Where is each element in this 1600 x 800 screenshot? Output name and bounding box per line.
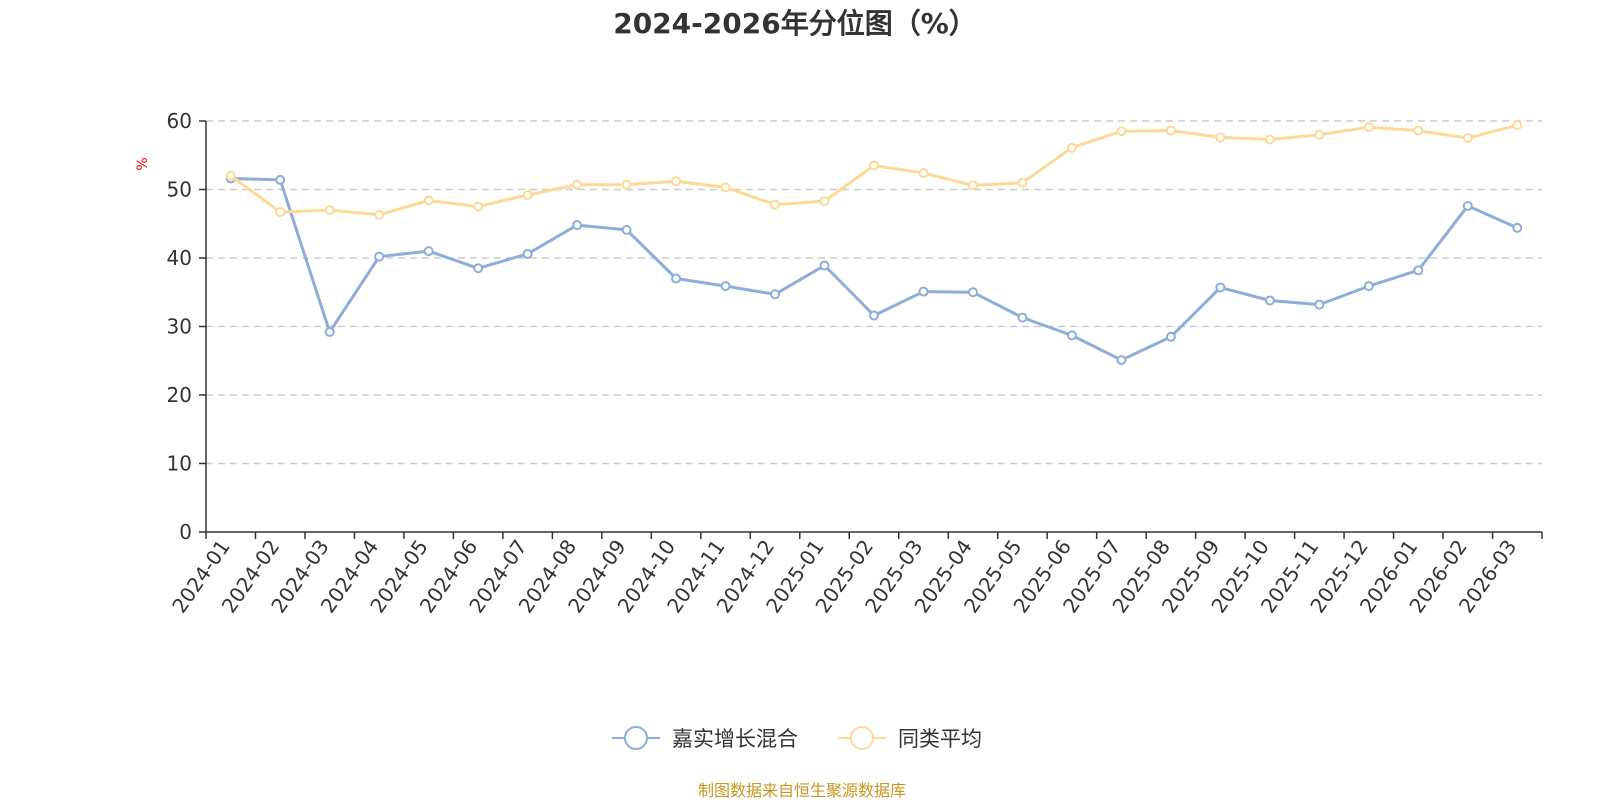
y-axis-label: %	[135, 157, 151, 170]
data-point-series-1-2025-10	[1264, 295, 1275, 306]
y-tick-label-60: 60	[167, 109, 192, 133]
data-point-series-2-2024-03	[324, 205, 335, 216]
series-lines	[225, 120, 1523, 366]
data-point-series-1-2025-02	[869, 310, 879, 321]
legend-label-series-2: 同类平均	[898, 727, 982, 751]
data-point-series-1-2024-10	[671, 273, 682, 284]
legend-marker-series-2	[850, 726, 874, 750]
data-point-series-1-2024-11	[720, 281, 731, 292]
data-point-series-2-2025-05	[1017, 177, 1028, 188]
data-point-series-1-2025-12	[1363, 281, 1374, 292]
axes	[199, 120, 1543, 539]
data-point-series-1-2025-09	[1215, 282, 1226, 293]
data-point-series-2-2025-03	[918, 168, 929, 179]
data-point-series-2-2024-12	[770, 199, 781, 210]
data-point-series-2-2025-07	[1116, 126, 1127, 137]
data-point-series-1-2025-06	[1066, 330, 1077, 341]
data-point-series-1-2024-06	[473, 263, 484, 274]
data-point-series-2-2025-09	[1215, 132, 1226, 143]
data-point-series-1-2025-01	[819, 260, 830, 271]
data-point-series-2-2025-01	[819, 196, 830, 207]
grid-lines	[206, 120, 1542, 465]
y-tick-label-50: 50	[167, 178, 192, 202]
data-point-series-1-2024-07	[522, 248, 533, 259]
data-point-series-2-2024-06	[473, 201, 484, 212]
data-point-series-1-2026-01	[1413, 265, 1424, 276]
data-point-series-2-2024-01	[225, 170, 236, 181]
data-point-series-2-2024-11	[720, 182, 731, 193]
data-point-series-2-2025-02	[869, 160, 879, 171]
data-point-series-1-2025-03	[918, 286, 929, 297]
data-point-series-1-2026-03	[1512, 222, 1523, 233]
data-point-series-2-2025-10	[1264, 134, 1275, 145]
data-point-series-1-2024-05	[423, 246, 434, 257]
data-point-series-1-2025-11	[1314, 299, 1325, 310]
y-tick-label-20: 20	[167, 383, 192, 407]
data-point-series-2-2025-04	[967, 180, 978, 191]
legend-marker-series-1	[624, 726, 648, 750]
data-point-series-1-2025-05	[1017, 312, 1028, 323]
y-tick-label-0: 0	[179, 520, 192, 544]
legend: 嘉实增长混合 同类平均	[612, 726, 982, 751]
x-tick-labels: 2024-012024-022024-032024-042024-052024-…	[167, 535, 1521, 617]
data-point-series-2-2025-11	[1314, 129, 1325, 140]
data-point-series-1-2025-07	[1116, 355, 1127, 366]
series-line-1	[230, 177, 1518, 362]
legend-label-series-1: 嘉实增长混合	[672, 727, 798, 751]
data-point-series-2-2024-09	[621, 179, 632, 190]
data-point-series-2-2024-04	[374, 209, 385, 220]
data-point-series-2-2025-08	[1165, 125, 1176, 136]
data-point-series-2-2025-12	[1363, 122, 1374, 133]
data-point-series-1-2024-04	[374, 251, 385, 262]
data-point-series-1-2024-02	[275, 174, 286, 185]
data-point-series-1-2024-03	[324, 326, 335, 337]
data-point-series-1-2025-08	[1165, 331, 1176, 342]
data-point-series-1-2026-02	[1462, 200, 1473, 211]
y-tick-label-10: 10	[167, 452, 192, 476]
y-tick-label-30: 30	[167, 315, 192, 339]
data-point-series-1-2025-04	[967, 287, 978, 298]
data-point-series-2-2024-08	[572, 179, 583, 190]
chart-title: 2024-2026年分位图（%）	[613, 7, 977, 40]
data-source-note: 制图数据来自恒生聚源数据库	[698, 781, 906, 800]
y-tick-label-40: 40	[167, 246, 192, 270]
data-point-series-2-2024-07	[522, 189, 533, 200]
data-point-series-2-2026-02	[1462, 133, 1473, 144]
data-point-series-2-2025-06	[1066, 142, 1077, 153]
data-point-series-2-2026-01	[1413, 125, 1424, 136]
data-point-series-1-2024-08	[572, 220, 583, 231]
data-point-series-2-2026-03	[1512, 120, 1523, 131]
data-point-series-1-2024-12	[770, 289, 781, 300]
data-point-series-2-2024-05	[423, 195, 434, 206]
data-point-series-2-2024-10	[671, 176, 682, 187]
legend-item-series-2[interactable]: 同类平均	[838, 726, 982, 751]
y-tick-labels: 0 10 20 30 40 50 60	[167, 109, 192, 544]
data-point-series-2-2024-02	[275, 207, 286, 218]
legend-item-series-1[interactable]: 嘉实增长混合	[612, 726, 798, 751]
data-point-series-1-2024-09	[621, 224, 632, 235]
